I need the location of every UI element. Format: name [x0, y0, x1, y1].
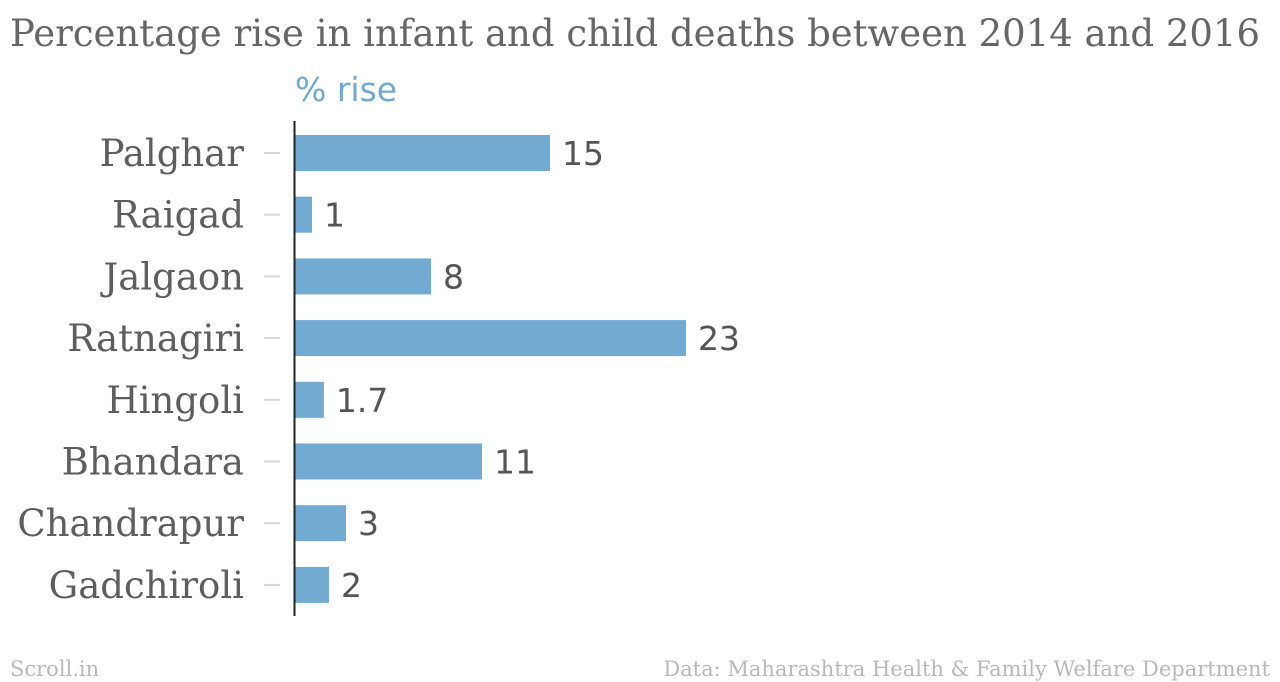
bar: [295, 320, 686, 357]
bar: [295, 135, 550, 171]
data-label: 8: [443, 257, 464, 296]
data-label: 1: [324, 196, 345, 235]
category-label: Palghar: [100, 132, 245, 175]
bar: [295, 381, 324, 418]
category-label: Ratnagiri: [67, 317, 244, 360]
chart-title: Percentage rise in infant and child deat…: [10, 12, 1260, 55]
category-label: Raigad: [112, 194, 244, 237]
footer-source-left: Scroll.in: [10, 657, 99, 681]
data-label: 11: [494, 443, 536, 482]
data-label: 1.7: [336, 381, 388, 420]
bar: [295, 443, 482, 480]
category-label: Hingoli: [106, 379, 244, 422]
footer-source-right: Data: Maharashtra Health & Family Welfar…: [663, 657, 1270, 681]
data-label: 3: [358, 504, 379, 543]
category-label: Bhandara: [62, 441, 244, 484]
category-label: Chandrapur: [17, 502, 244, 545]
bar: [295, 258, 431, 295]
category-label: Jalgaon: [99, 255, 244, 298]
bar: [295, 505, 346, 542]
bar: [295, 196, 312, 233]
category-label: Gadchiroli: [49, 564, 244, 607]
data-label: 15: [562, 134, 604, 173]
data-label: 2: [341, 566, 362, 605]
series-label: % rise: [295, 70, 397, 109]
data-label: 23: [698, 319, 740, 358]
bar: [295, 566, 329, 603]
